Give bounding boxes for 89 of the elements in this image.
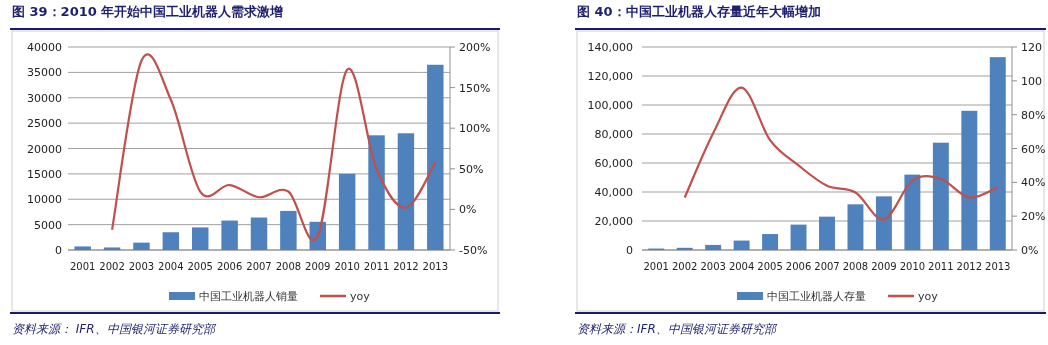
x-tick-label: 2006: [216, 261, 243, 272]
bar: [250, 217, 268, 250]
y2-tick-label: 20%: [1021, 210, 1046, 224]
x-tick-label: 2012: [956, 261, 983, 272]
x-tick-label: 2007: [814, 261, 840, 272]
bar: [847, 204, 864, 250]
y2-tick-label: 150%: [459, 81, 491, 95]
x-tick-label: 2010: [334, 261, 360, 272]
x-tick-label: 2010: [899, 261, 926, 272]
y-tick-label: 0: [55, 244, 62, 257]
text: 资料来源： IFR、中国银河证券研究部: [12, 322, 217, 336]
bar: [875, 196, 892, 250]
y-tick-label: 40000: [27, 41, 62, 54]
y-tick-label: 0: [626, 244, 633, 257]
y-tick-label: 120,000: [587, 70, 633, 83]
bar: [904, 174, 921, 250]
y-tick-label: 15000: [27, 167, 62, 181]
x-tick-label: 2007: [246, 261, 272, 272]
x-tick-label: 2003: [128, 261, 155, 272]
x-tick-label: 2013: [422, 261, 449, 272]
bar: [676, 247, 693, 250]
bar: [932, 142, 949, 250]
y-tick-label: 30000: [27, 91, 62, 105]
y2-tick-label: 120: [1021, 41, 1042, 54]
y-tick-label: 20000: [27, 142, 62, 156]
x-tick-label: 2008: [842, 261, 869, 272]
y2-tick-label: 100%: [459, 122, 491, 136]
chart-title: 图 40：中国工业机器人存量近年大幅增加: [577, 4, 821, 19]
y2-tick-label: 50%: [459, 162, 484, 176]
x-tick-label: 2004: [728, 261, 755, 272]
y-tick-label: 25000: [27, 117, 62, 131]
x-tick-label: 2005: [757, 261, 783, 272]
y-tick-label: 10000: [27, 193, 62, 207]
legend-label: yoy: [918, 290, 939, 303]
y2-tick-label: 80%: [1021, 108, 1046, 122]
y-tick-label: 100,000: [587, 99, 633, 112]
bar: [103, 247, 121, 250]
bar: [74, 246, 91, 250]
x-tick-label: 2009: [871, 261, 897, 272]
y-tick-label: 5000: [34, 218, 62, 232]
x-tick-label: 2003: [700, 261, 726, 272]
y-tick-label: 140,000: [587, 41, 633, 54]
legend-label: 中国工业机器人存量: [767, 290, 866, 303]
x-tick-label: 2011: [363, 261, 390, 272]
y-tick-label: 80,000: [594, 128, 633, 141]
x-tick-label: 2011: [928, 261, 954, 272]
bar: [819, 216, 835, 250]
bar: [162, 232, 180, 250]
y-tick-label: 40,000: [594, 186, 633, 199]
bar: [427, 64, 444, 250]
y2-tick-label: 200%: [459, 41, 491, 54]
x-tick-label: 2006: [785, 261, 812, 272]
bar: [338, 173, 356, 250]
y-tick-label: 60,000: [594, 157, 633, 170]
bar: [280, 210, 297, 250]
x-tick-label: 2001: [69, 261, 96, 272]
y2-tick-label: 0%: [459, 203, 477, 217]
text: 资料来源：IFR、中国银河证券研究部: [577, 322, 778, 336]
x-tick-label: 2012: [393, 261, 419, 272]
bar: [989, 57, 1006, 250]
bar: [733, 240, 750, 250]
bar: [397, 133, 415, 250]
y2-tick-label: 100: [1021, 74, 1042, 88]
bar: [368, 135, 385, 250]
y2-tick-label: -50%: [459, 244, 488, 257]
legend-label: 中国工业机器人销量: [199, 290, 298, 303]
bar: [192, 227, 209, 250]
y-tick-label: 35000: [27, 66, 62, 80]
bar: [133, 242, 150, 250]
bar: [762, 234, 779, 250]
x-tick-label: 2005: [187, 261, 213, 272]
x-tick-label: 2013: [985, 261, 1011, 272]
y2-tick-label: 60%: [1021, 142, 1046, 156]
x-tick-label: 2008: [275, 261, 302, 272]
bar: [221, 220, 238, 250]
line-series: [683, 86, 999, 221]
chart-title: 图 39：2010 年开始中国工业机器人需求激增: [12, 4, 284, 19]
bar: [790, 224, 807, 250]
x-tick-label: 2002: [671, 261, 698, 272]
x-tick-label: 2009: [305, 261, 331, 272]
x-tick-label: 2004: [158, 261, 184, 272]
y2-tick-label: 0%: [1021, 244, 1039, 257]
y2-tick-label: 40%: [1021, 176, 1046, 190]
legend-label: yoy: [350, 290, 371, 303]
y-tick-label: 20,000: [594, 215, 633, 228]
bar: [961, 110, 978, 250]
bar: [705, 244, 722, 250]
x-tick-label: 2001: [643, 261, 669, 272]
x-tick-label: 2002: [99, 261, 125, 272]
